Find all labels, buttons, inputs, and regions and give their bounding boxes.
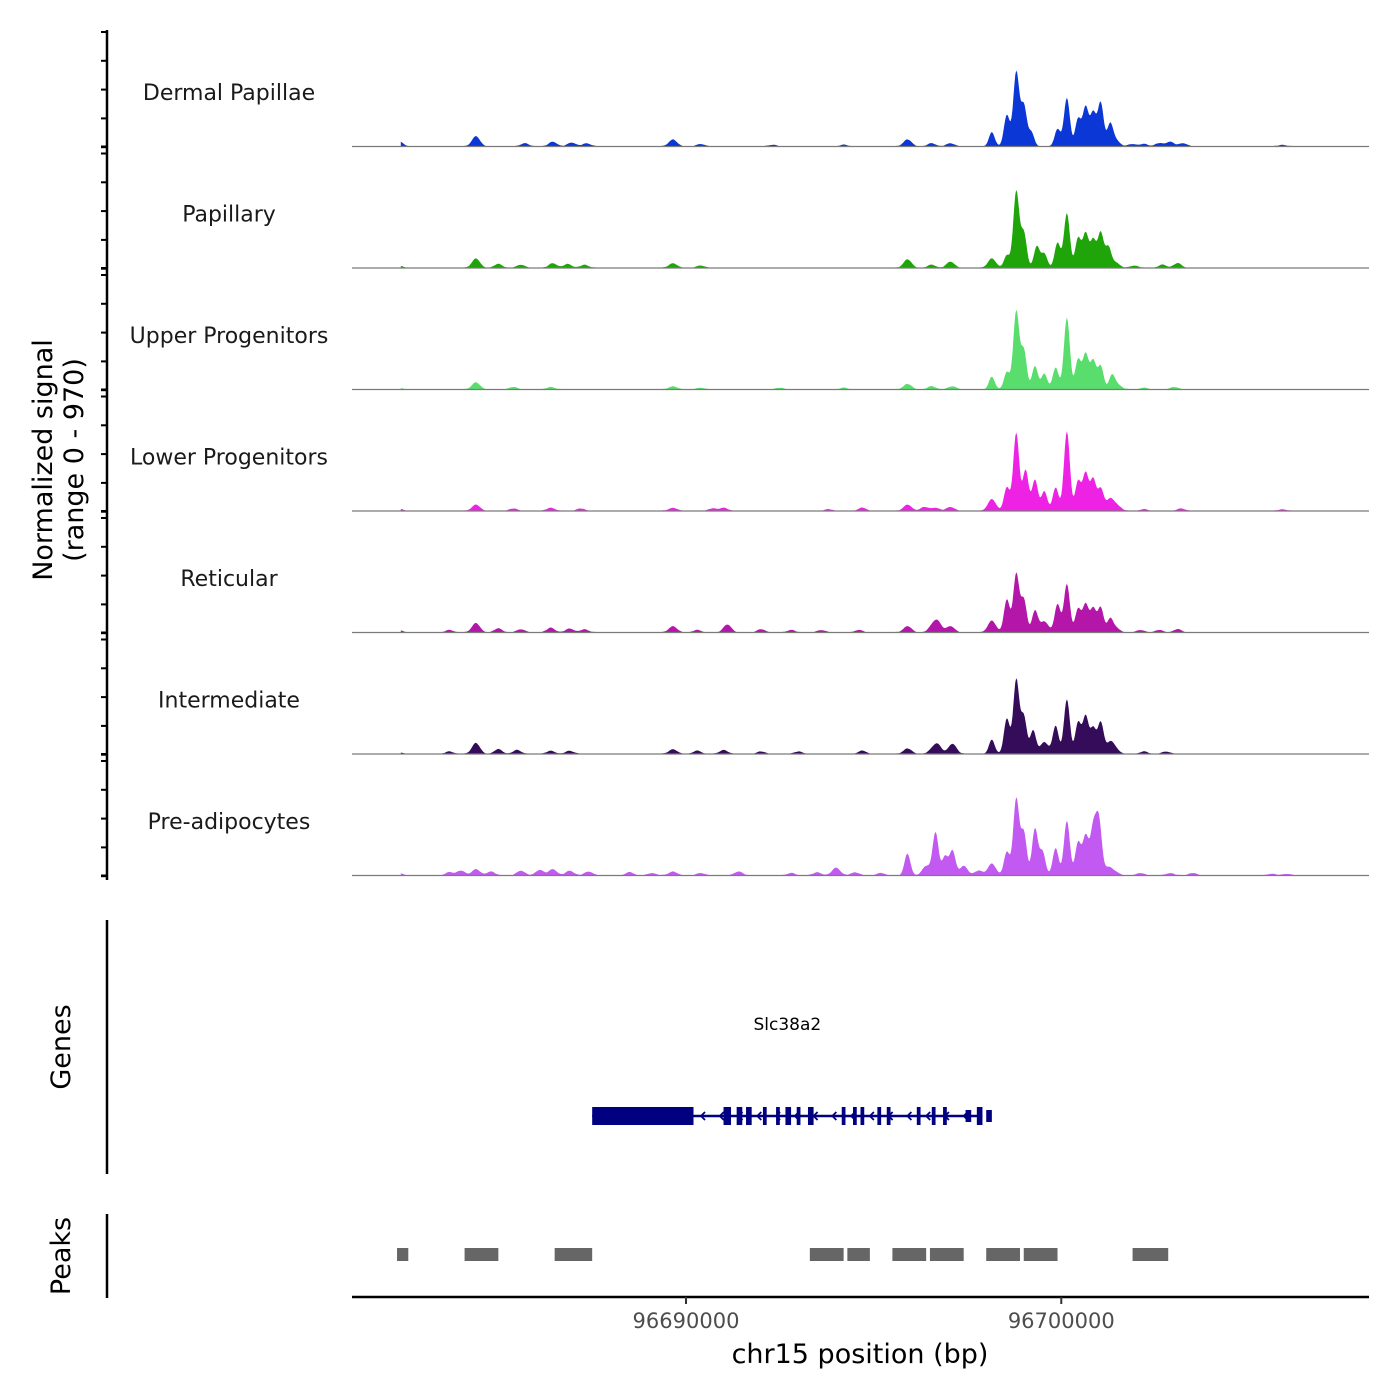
peak-region (464, 1248, 499, 1261)
track-labels: Dermal Papillae Papillary Upper Progenitor… (130, 81, 329, 835)
strand-arrow (868, 1111, 875, 1121)
gene-exon (785, 1107, 792, 1125)
track-label: Reticular (180, 567, 278, 592)
track-lower-progenitors (352, 431, 1369, 512)
strand-arrow (924, 1111, 931, 1121)
strand-arrow (849, 1111, 856, 1121)
track-dermal-papillae (352, 70, 1369, 148)
strand-arrow (793, 1111, 800, 1121)
x-axis-ticks: 96690000 96700000 (633, 1297, 1115, 1333)
gene-exon (965, 1110, 972, 1122)
track-label: Pre-adipocytes (148, 810, 311, 835)
x-tick-label: 96700000 (1008, 1309, 1115, 1333)
peak-region (397, 1248, 409, 1261)
strand-arrow (774, 1111, 781, 1121)
gene-slc38a2: Slc38a2 (592, 1015, 992, 1125)
track-papillary (352, 189, 1369, 269)
gene-exon (931, 1107, 936, 1125)
peak-region (554, 1248, 593, 1261)
track-upper-progenitors (352, 309, 1369, 391)
peak-region (892, 1248, 927, 1261)
genes-track-label: Genes (46, 1004, 77, 1089)
peak-region (809, 1248, 844, 1261)
coverage-area (400, 189, 1298, 268)
strand-arrow (699, 1111, 706, 1121)
coverage-tracks (352, 70, 1369, 877)
gene-exon (976, 1107, 983, 1125)
strand-arrow (831, 1111, 837, 1121)
strand-arrow (756, 1111, 762, 1121)
track-label: Upper Progenitors (130, 324, 329, 349)
gene-exon (762, 1107, 767, 1125)
coverage-area (400, 797, 1298, 876)
strand-arrow (943, 1111, 950, 1121)
gene-name: Slc38a2 (753, 1015, 821, 1035)
peak-region (1132, 1248, 1169, 1261)
gene-exon (986, 1110, 992, 1122)
gene-exon (776, 1107, 780, 1125)
coverage-area (400, 572, 1298, 633)
peaks-track-label: Peaks (46, 1217, 77, 1295)
coverage-area (400, 70, 1298, 147)
peak-region (1023, 1248, 1058, 1261)
peak-region (986, 1248, 1020, 1261)
track-label: Papillary (182, 203, 276, 228)
track-reticular (352, 572, 1369, 634)
gene-exon (807, 1107, 814, 1125)
coverage-area (400, 431, 1298, 511)
peak-region (847, 1248, 870, 1261)
x-tick-label: 96690000 (633, 1309, 740, 1333)
strand-arrow (812, 1111, 819, 1121)
x-axis-title: chr15 position (bp) (732, 1339, 989, 1370)
gene-utr (592, 1107, 694, 1125)
track-label: Lower Progenitors (130, 446, 328, 471)
gene-exon (860, 1107, 865, 1125)
track-label: Intermediate (158, 689, 300, 714)
gene-track: Slc38a2 (592, 1015, 992, 1125)
coverage-area (400, 678, 1298, 754)
gene-exon (723, 1107, 732, 1125)
track-pre-adipocytes (352, 797, 1369, 877)
track-label: Dermal Papillae (143, 81, 315, 106)
strand-arrow (962, 1111, 969, 1121)
gene-exon (841, 1107, 846, 1125)
gene-exon (916, 1107, 921, 1125)
gene-exon (746, 1107, 752, 1125)
strand-arrow (887, 1111, 894, 1121)
peaks-track (397, 1248, 1169, 1261)
strand-arrow (718, 1111, 725, 1121)
y-axis-range: (range 0 - 970) (59, 358, 90, 562)
strand-arrow (906, 1111, 913, 1121)
y-axis-title: Normalized signal (28, 339, 59, 581)
gene-exon (852, 1107, 857, 1125)
gene-exon (796, 1107, 801, 1125)
gene-exon (877, 1107, 882, 1125)
coverage-area (400, 309, 1298, 390)
peak-region (929, 1248, 964, 1261)
signal-axis (101, 30, 109, 880)
strand-arrow (737, 1111, 744, 1121)
track-intermediate (352, 678, 1369, 755)
